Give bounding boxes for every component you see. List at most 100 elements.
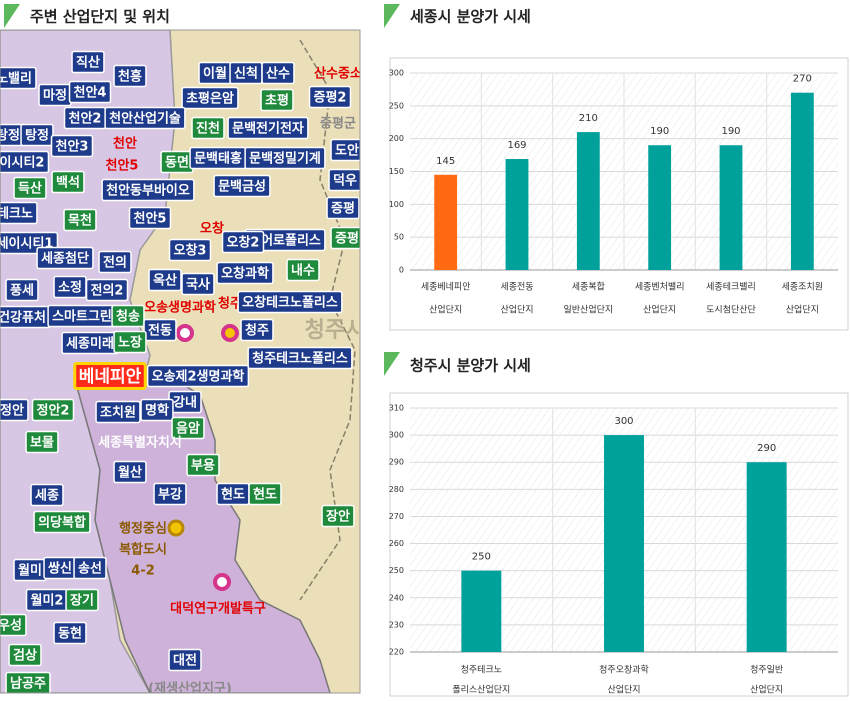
header-icon — [384, 4, 400, 28]
y-tick-label: 300 — [389, 69, 404, 78]
x-tick-label: 산업단지 — [500, 305, 533, 316]
map-label-text: 전동 — [148, 323, 172, 339]
map-label-text: 현도 — [253, 487, 277, 503]
map-label-box — [168, 238, 212, 262]
map-label-box — [104, 106, 186, 130]
map-label-text: 진천 — [196, 121, 220, 137]
map-label-text: 부용 — [191, 458, 215, 474]
map-label-text: 쌍신 — [48, 562, 72, 577]
map-label-text: 전의2 — [91, 283, 124, 299]
map-border — [0, 29, 361, 694]
map-label-box — [326, 196, 360, 220]
map-label: 마정 — [38, 83, 72, 107]
map-label-text: 보물 — [30, 436, 54, 451]
map-label: 문백금성 — [213, 174, 271, 198]
map-label-box — [113, 330, 147, 354]
map-label-text: 득산 — [18, 181, 42, 197]
map-label-text: 오송생명과학 — [144, 300, 216, 316]
map-label: 덕우 — [328, 168, 360, 192]
x-tick-label: 세종전동 — [500, 282, 533, 293]
map-label: 천안 — [113, 136, 137, 152]
map-label: 보물 — [25, 430, 59, 454]
map-label-box — [0, 201, 38, 225]
map-label-text: 오창3 — [174, 243, 207, 259]
map-label-text: 백석 — [56, 176, 80, 191]
map-label-text: 의당복합 — [38, 515, 86, 531]
map-label-box — [247, 346, 353, 370]
map-label: 송선 — [73, 556, 107, 580]
map-label: 검상 — [8, 643, 42, 667]
map-label-text: 청주 — [245, 323, 269, 339]
map-label-text: 초평 — [265, 93, 289, 109]
map-label: 진천 — [191, 116, 225, 140]
map-label: 베네피안 — [73, 362, 147, 390]
bar — [434, 174, 458, 270]
map-label: 강내 — [168, 390, 202, 414]
y-tick-label: 250 — [389, 566, 404, 575]
map-label-text: 천안산업기술 — [109, 111, 181, 127]
map-label-text: 천안 — [113, 136, 137, 152]
bar — [790, 92, 814, 270]
map-label-text: 신척 — [234, 66, 258, 82]
map-label-text: 음암 — [176, 421, 200, 437]
map-label-text: 청주 — [218, 296, 242, 312]
map-label: 오창2 — [221, 230, 265, 254]
map-label: 노밸리 — [0, 66, 37, 90]
map-label: 정안2 — [31, 398, 75, 422]
map-pin — [167, 519, 185, 537]
map-label-box — [244, 146, 326, 170]
map-label-text: 장기 — [70, 593, 94, 609]
value-label: 300 — [614, 416, 633, 427]
x-tick-label: 산업단지 — [429, 305, 462, 316]
map-label: 남공주 — [5, 671, 51, 693]
map-label: 풍세 — [5, 278, 39, 302]
map-label-box — [113, 460, 147, 484]
map-label: 천안5 — [128, 206, 172, 230]
map-label-box — [240, 318, 274, 342]
map-label-box — [128, 206, 172, 230]
value-label: 190 — [650, 126, 669, 137]
map-label: 신척 — [229, 61, 263, 85]
y-tick-label: 100 — [389, 200, 404, 209]
x-tick-label: 청주오창과학 — [599, 665, 649, 676]
map-label-box — [186, 453, 220, 477]
map-label: 내수 — [286, 258, 320, 282]
map-label-text: 동면 — [165, 155, 189, 171]
map-label-box — [13, 176, 47, 200]
map-label-text: 직산 — [76, 55, 100, 71]
x-tick-label: 세종벤처밸리 — [635, 281, 685, 293]
map-label: 오송생명과학 — [144, 300, 216, 316]
map-label-text: 이시티2 — [0, 155, 44, 171]
map-label: 문백전기전자 — [227, 116, 309, 140]
map-label-text: 탕정 — [25, 128, 49, 144]
map-label-text: 오창테크노폴리스 — [242, 295, 338, 311]
map-label-text: 전의 — [103, 255, 127, 271]
map-label-text: 내수 — [291, 263, 315, 279]
map-label-text: 증평2 — [314, 90, 347, 106]
map-label: 정안 — [0, 398, 29, 422]
bar — [604, 435, 644, 652]
map-label-box — [328, 168, 360, 192]
map-label: 스마트그린 — [47, 304, 117, 328]
x-tick-label: 산업단지 — [643, 305, 676, 316]
map-label-text: 문백정밀기계 — [249, 151, 321, 167]
x-tick-label: 세종베네피안 — [421, 282, 471, 293]
value-label: 190 — [721, 126, 740, 137]
map-label: 백석 — [51, 170, 85, 194]
map-label: 천안5 — [106, 158, 139, 174]
map-label-box — [53, 621, 87, 645]
map-label-text: 천안5 — [134, 211, 167, 227]
map-label-box — [308, 85, 352, 109]
map-label-box — [181, 272, 215, 296]
map-label-text: 노밸리 — [0, 71, 32, 87]
map-label-text: 4-2 — [131, 564, 155, 579]
y-tick-label: 300 — [389, 431, 404, 440]
value-label: 290 — [757, 443, 776, 454]
map-label: 세종미래 — [61, 331, 119, 355]
value-label: 169 — [507, 140, 526, 151]
map-label-text: 남공주 — [10, 676, 46, 692]
map-label: 증평2 — [308, 85, 352, 109]
map-label: 세종특별자치시 — [98, 435, 182, 451]
map-label: 오창테크노폴리스 — [237, 290, 343, 314]
